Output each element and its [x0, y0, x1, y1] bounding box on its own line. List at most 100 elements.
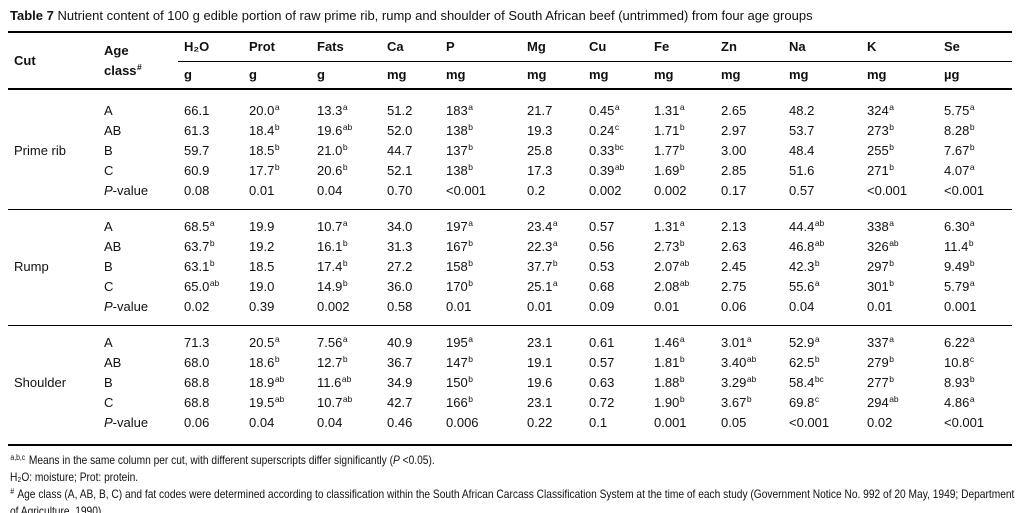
significance-superscript: b	[969, 258, 975, 268]
significance-superscript: ab	[274, 374, 285, 384]
cell-p: 150b	[446, 374, 473, 390]
cell-k: 324a	[867, 102, 894, 118]
cell-prot: 18.4b	[249, 122, 280, 138]
cell-ca: 34.9	[387, 375, 413, 390]
age-class-cell: C	[104, 163, 114, 178]
cell-prot: 19.9	[249, 219, 275, 234]
cell-cu: 0.63	[589, 375, 615, 390]
cell-h2o: 65.0ab	[184, 278, 220, 294]
table-caption-text: Nutrient content of 100 g edible portion…	[53, 8, 813, 23]
significance-superscript: c	[814, 394, 820, 404]
significance-superscript: b	[468, 278, 473, 288]
significance-superscript: ab	[614, 162, 625, 172]
significance-superscript: b	[679, 162, 685, 172]
significance-superscript: b	[342, 162, 348, 172]
significance-superscript: a	[552, 278, 558, 288]
prime-rib-row-a: A 66.1 20.0a 13.3a 51.2 183a 21.7 0.45a 1.31a 2.6…	[8, 89, 1012, 121]
significance-superscript: c	[614, 122, 620, 132]
cell-p: 170b	[446, 278, 473, 294]
significance-superscript: b	[889, 354, 894, 364]
cell-ca: 31.3	[387, 239, 413, 254]
col-header-h2o: H₂O	[178, 32, 243, 62]
cell-cu: 0.72	[589, 395, 615, 410]
cell-se: 4.07a	[944, 162, 975, 178]
significance-superscript: a	[889, 218, 894, 228]
cell-p: 197a	[446, 218, 473, 234]
prime-rib-row-pvalue: P-value 0.08 0.01 0.04 0.70 <0.001 0.2 0.002 0.0…	[8, 181, 1012, 210]
significance-superscript: b	[274, 142, 280, 152]
significance-superscript: b	[889, 258, 894, 268]
significance-superscript: b	[468, 162, 473, 172]
cell-fats: 10.7a	[317, 218, 348, 234]
cut-cell	[8, 210, 98, 238]
cut-cell	[8, 277, 98, 297]
cell-na: 42.3b	[789, 258, 820, 274]
age-class-cell: A	[104, 219, 113, 234]
cell-cu: 0.24c	[589, 122, 620, 138]
cell-na: 44.4ab	[789, 218, 825, 234]
cut-cell	[8, 237, 98, 257]
cell-k: 294ab	[867, 394, 899, 410]
cell-na: 0.04	[783, 297, 861, 326]
significance-superscript: a	[342, 334, 348, 344]
cell-cu: 0.56	[589, 239, 615, 254]
cell-prot: 18.5b	[249, 142, 280, 158]
cell-k: 271b	[867, 162, 894, 178]
nutrient-table: Cut Age class# H₂O Prot Fats Ca P Mg Cu Fe Zn Na K S…	[8, 31, 1012, 446]
cell-ca: 27.2	[387, 259, 413, 274]
age-class-cell: C	[104, 395, 114, 410]
cell-se: 8.28b	[944, 122, 975, 138]
age-header-line1: Age	[104, 42, 129, 58]
significance-superscript: a	[969, 102, 975, 112]
cut-cell	[8, 89, 98, 121]
cell-p: 167b	[446, 238, 473, 254]
significance-superscript: a	[552, 238, 558, 248]
footnote-2: H₂O: moisture; Prot: protein.	[10, 470, 139, 484]
significance-superscript: b	[679, 374, 685, 384]
cell-h2o: 71.3	[184, 335, 210, 350]
age-header-line2: class	[104, 62, 137, 78]
cell-zn: 2.65	[721, 103, 747, 118]
cell-fats: 20.6b	[317, 162, 348, 178]
cell-h2o: 68.5a	[184, 218, 215, 234]
cell-fe: 1.31a	[654, 102, 685, 118]
cut-cell	[8, 161, 98, 181]
cell-zn: 3.40ab	[721, 354, 757, 370]
pvalue-italic-p: P	[104, 299, 113, 314]
rump-row-a: A 68.5a 19.9 10.7a 34.0 197a 23.4a 0.57 1.31a 2.1…	[8, 210, 1012, 238]
cell-mg: 19.6	[527, 375, 553, 390]
cell-mg: 25.8	[527, 143, 553, 158]
significance-superscript: bc	[814, 374, 824, 384]
significance-superscript: a	[969, 334, 975, 344]
significance-superscript: ab	[209, 278, 220, 288]
significance-superscript: b	[468, 258, 473, 268]
significance-superscript: a	[468, 102, 473, 112]
significance-superscript: a	[552, 218, 558, 228]
cell-fe: 1.88b	[654, 374, 685, 390]
cell-p: 0.01	[440, 297, 521, 326]
cell-fats: 13.3a	[317, 102, 348, 118]
col-unit-p: mg	[440, 61, 521, 90]
cell-h2o: 0.02	[178, 297, 243, 326]
cell-ca: 36.7	[387, 355, 413, 370]
col-unit-ca: mg	[381, 61, 440, 90]
cell-fats: 10.7ab	[317, 394, 353, 410]
cut-cell: Shoulder	[14, 375, 67, 390]
cell-se: 10.8c	[944, 354, 975, 370]
cell-cu: 0.09	[583, 297, 648, 326]
rump-row-b: Rump B 63.1b 18.5 17.4b 27.2 158b 37.7b 0.53 2.07…	[8, 257, 1012, 277]
significance-superscript: a	[889, 102, 894, 112]
significance-superscript: b	[969, 142, 975, 152]
cell-mg: 37.7b	[527, 258, 558, 274]
cell-ca: 52.1	[387, 163, 413, 178]
significance-superscript: b	[969, 122, 975, 132]
cell-ca: 0.46	[387, 415, 413, 430]
age-class-cell: P-value	[104, 415, 149, 430]
cell-se: 6.22a	[944, 334, 975, 350]
prime-rib-row-c: C 60.9 17.7b 20.6b 52.1 138b 17.3 0.39ab 1.69b 2.…	[8, 161, 1012, 181]
cell-p: 147b	[446, 354, 473, 370]
cell-ca: 0.58	[381, 297, 440, 326]
significance-superscript: b	[342, 238, 348, 248]
cell-prot: 17.7b	[249, 162, 280, 178]
cell-fats: 0.04	[317, 415, 343, 430]
